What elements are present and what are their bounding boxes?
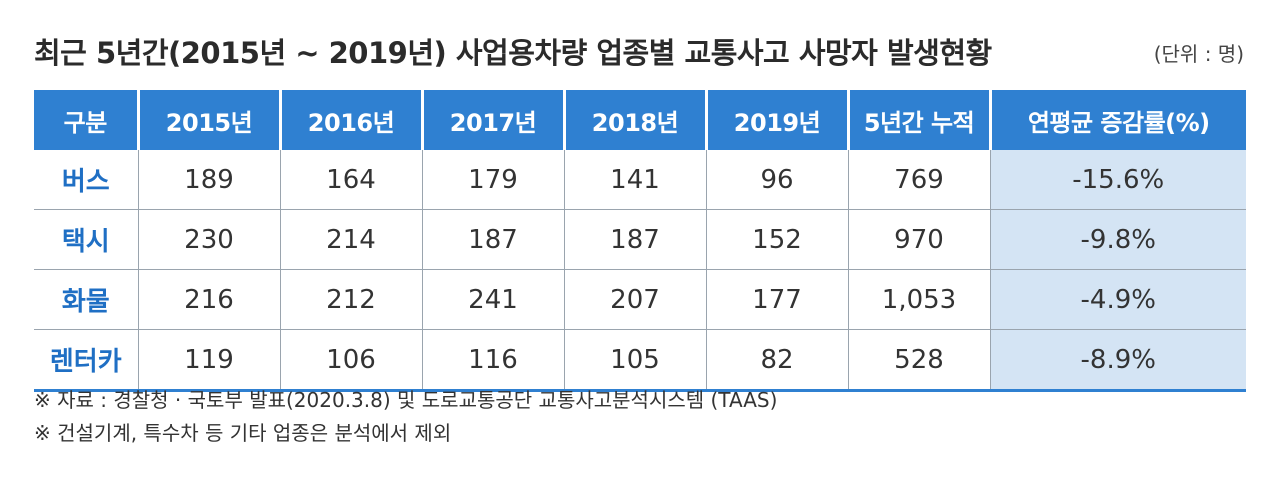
page-title: 최근 5년간(2015년 ~ 2019년) 사업용차량 업종별 교통사고 사망자… — [34, 36, 992, 70]
header-2017: 2017년 — [422, 90, 566, 150]
table-cell: 164 — [280, 150, 423, 210]
table-cell: 1,053 — [848, 269, 991, 330]
table-row: 화물 216 212 241 207 177 1,053 -4.9% — [34, 269, 1246, 330]
exclusion-note: ※ 건설기계, 특수차 등 기타 업종은 분석에서 제외 — [34, 421, 452, 445]
header-category: 구분 — [34, 90, 140, 150]
row-label: 버스 — [34, 150, 139, 210]
header-5yr-total: 5년간 누적 — [848, 90, 992, 150]
table-cell: 212 — [280, 269, 423, 330]
change-cell: -9.8% — [990, 209, 1246, 270]
table-cell: 769 — [848, 150, 991, 210]
row-label: 택시 — [34, 209, 139, 270]
header-avg-change: 연평균 증감률(%) — [990, 90, 1246, 150]
table-cell: 152 — [706, 209, 849, 270]
change-cell: -8.9% — [990, 329, 1246, 392]
unit-label: (단위 : 명) — [1153, 42, 1244, 66]
table-cell: 241 — [422, 269, 565, 330]
table-cell: 119 — [138, 329, 281, 392]
header-2016: 2016년 — [280, 90, 424, 150]
table-row: 택시 230 214 187 187 152 970 -9.8% — [34, 209, 1246, 270]
table-row: 버스 189 164 179 141 96 769 -15.6% — [34, 150, 1246, 210]
header-2015: 2015년 — [138, 90, 282, 150]
table-cell: 230 — [138, 209, 281, 270]
header-2018: 2018년 — [564, 90, 708, 150]
table-cell: 96 — [706, 150, 849, 210]
table-cell: 189 — [138, 150, 281, 210]
change-cell: -4.9% — [990, 269, 1246, 330]
header-2019: 2019년 — [706, 90, 850, 150]
table-cell: 528 — [848, 329, 991, 392]
table-row: 렌터카 119 106 116 105 82 528 -8.9% — [34, 329, 1246, 392]
row-label: 렌터카 — [34, 329, 139, 392]
table-cell: 177 — [706, 269, 849, 330]
row-label: 화물 — [34, 269, 139, 330]
table-cell: 207 — [564, 269, 707, 330]
fatality-table: 구분 2015년 2016년 2017년 2018년 2019년 5년간 누적 … — [34, 90, 1246, 392]
table-cell: 105 — [564, 329, 707, 392]
source-note: ※ 자료 : 경찰청 · 국토부 발표(2020.3.8) 및 도로교통공단 교… — [34, 388, 778, 412]
table-header-row: 구분 2015년 2016년 2017년 2018년 2019년 5년간 누적 … — [34, 90, 1246, 150]
table-cell: 214 — [280, 209, 423, 270]
footnotes: ※ 자료 : 경찰청 · 국토부 발표(2020.3.8) 및 도로교통공단 교… — [34, 384, 777, 450]
table-cell: 116 — [422, 329, 565, 392]
table-cell: 970 — [848, 209, 991, 270]
table-cell: 82 — [706, 329, 849, 392]
table-cell: 187 — [564, 209, 707, 270]
table-cell: 179 — [422, 150, 565, 210]
table-cell: 216 — [138, 269, 281, 330]
change-cell: -15.6% — [990, 150, 1246, 210]
table-cell: 106 — [280, 329, 423, 392]
table-cell: 187 — [422, 209, 565, 270]
table-cell: 141 — [564, 150, 707, 210]
